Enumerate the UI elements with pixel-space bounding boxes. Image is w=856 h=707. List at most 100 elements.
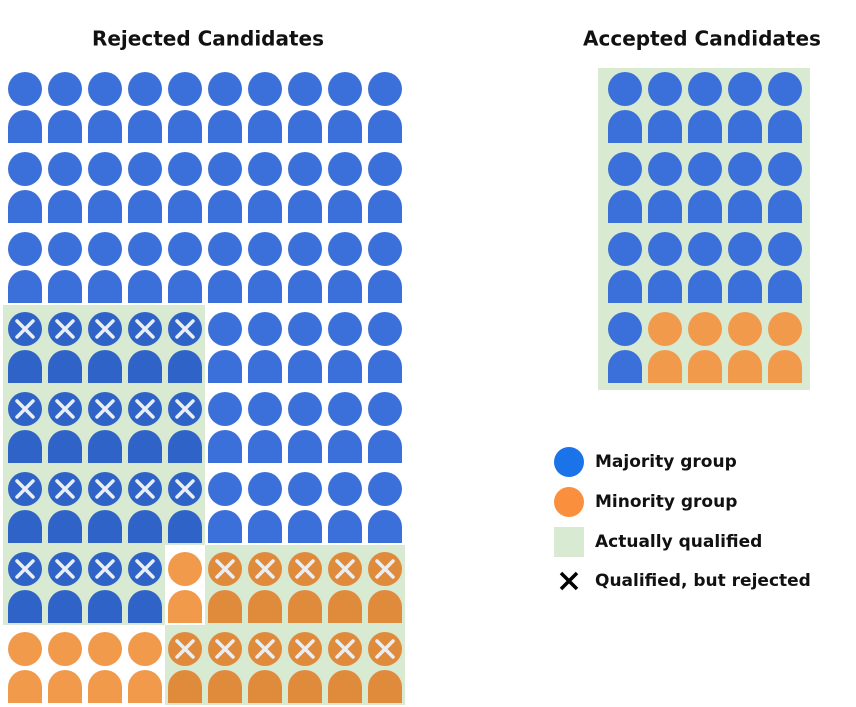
legend-label: Actually qualified — [595, 532, 762, 552]
rejected-mark — [295, 639, 315, 659]
person-body — [168, 350, 202, 383]
person-body — [288, 430, 322, 463]
person-body — [728, 270, 762, 303]
legend-swatch — [554, 487, 584, 517]
person-head — [368, 472, 402, 506]
person-head — [768, 312, 802, 346]
person-body — [608, 190, 642, 223]
rejected-mark — [15, 399, 35, 419]
person-body — [128, 350, 162, 383]
panel-title: Accepted Candidates — [583, 27, 821, 51]
person-body — [8, 190, 42, 223]
person-body — [168, 270, 202, 303]
person-head — [128, 72, 162, 106]
person-head — [88, 152, 122, 186]
person-head — [768, 72, 802, 106]
person-head — [728, 232, 762, 266]
person-body — [368, 110, 402, 143]
person-body — [688, 270, 722, 303]
rejected-mark — [255, 559, 275, 579]
person-head — [128, 152, 162, 186]
person-body — [248, 670, 282, 703]
person-head — [8, 152, 42, 186]
person-head — [88, 232, 122, 266]
person-body — [168, 190, 202, 223]
person-head — [168, 72, 202, 106]
person-body — [328, 590, 362, 623]
rejected-mark — [175, 399, 195, 419]
person-body — [8, 110, 42, 143]
person-body — [88, 350, 122, 383]
rejected-mark — [375, 559, 395, 579]
rejected-mark — [255, 639, 275, 659]
person-body — [368, 670, 402, 703]
legend-label: Minority group — [595, 492, 737, 512]
rejected-mark — [55, 479, 75, 499]
person-body — [8, 670, 42, 703]
person-head — [288, 232, 322, 266]
person-body — [768, 270, 802, 303]
person-head — [248, 392, 282, 426]
person-body — [88, 510, 122, 543]
person-body — [88, 190, 122, 223]
person-body — [288, 190, 322, 223]
person-body — [688, 110, 722, 143]
person-body — [288, 670, 322, 703]
person-body — [168, 430, 202, 463]
person-body — [208, 590, 242, 623]
person-head — [328, 312, 362, 346]
person-body — [208, 110, 242, 143]
rejected-mark — [175, 319, 195, 339]
person-body — [248, 350, 282, 383]
person-head — [648, 152, 682, 186]
person-head — [328, 472, 362, 506]
person-head — [248, 312, 282, 346]
person-body — [328, 350, 362, 383]
person-head — [608, 72, 642, 106]
person-body — [368, 190, 402, 223]
person-body — [368, 510, 402, 543]
rejected-mark — [335, 559, 355, 579]
rejected-mark — [135, 319, 155, 339]
person-body — [128, 430, 162, 463]
rejected-mark — [375, 639, 395, 659]
person-head — [8, 232, 42, 266]
person-body — [688, 190, 722, 223]
person-head — [768, 152, 802, 186]
person-body — [128, 510, 162, 543]
person-head — [208, 472, 242, 506]
rejected-mark — [95, 319, 115, 339]
person-body — [648, 270, 682, 303]
person-head — [648, 232, 682, 266]
rejected-mark — [215, 639, 235, 659]
person-head — [688, 152, 722, 186]
person-body — [128, 190, 162, 223]
person-head — [328, 392, 362, 426]
person-head — [48, 152, 82, 186]
person-head — [248, 472, 282, 506]
person-body — [688, 350, 722, 383]
person-head — [328, 72, 362, 106]
legend-swatch — [559, 571, 579, 591]
legend-swatch — [554, 527, 584, 557]
person-body — [48, 510, 82, 543]
person-head — [728, 312, 762, 346]
rejected-mark — [55, 399, 75, 419]
person-body — [208, 190, 242, 223]
person-body — [288, 110, 322, 143]
person-body — [728, 110, 762, 143]
person-body — [608, 110, 642, 143]
person-head — [288, 312, 322, 346]
person-body — [368, 430, 402, 463]
rejected-mark — [95, 399, 115, 419]
person-head — [208, 392, 242, 426]
person-head — [608, 152, 642, 186]
person-body — [88, 110, 122, 143]
person-body — [288, 350, 322, 383]
person-body — [248, 190, 282, 223]
person-body — [648, 110, 682, 143]
person-head — [328, 232, 362, 266]
person-body — [328, 270, 362, 303]
person-body — [248, 510, 282, 543]
person-body — [168, 110, 202, 143]
